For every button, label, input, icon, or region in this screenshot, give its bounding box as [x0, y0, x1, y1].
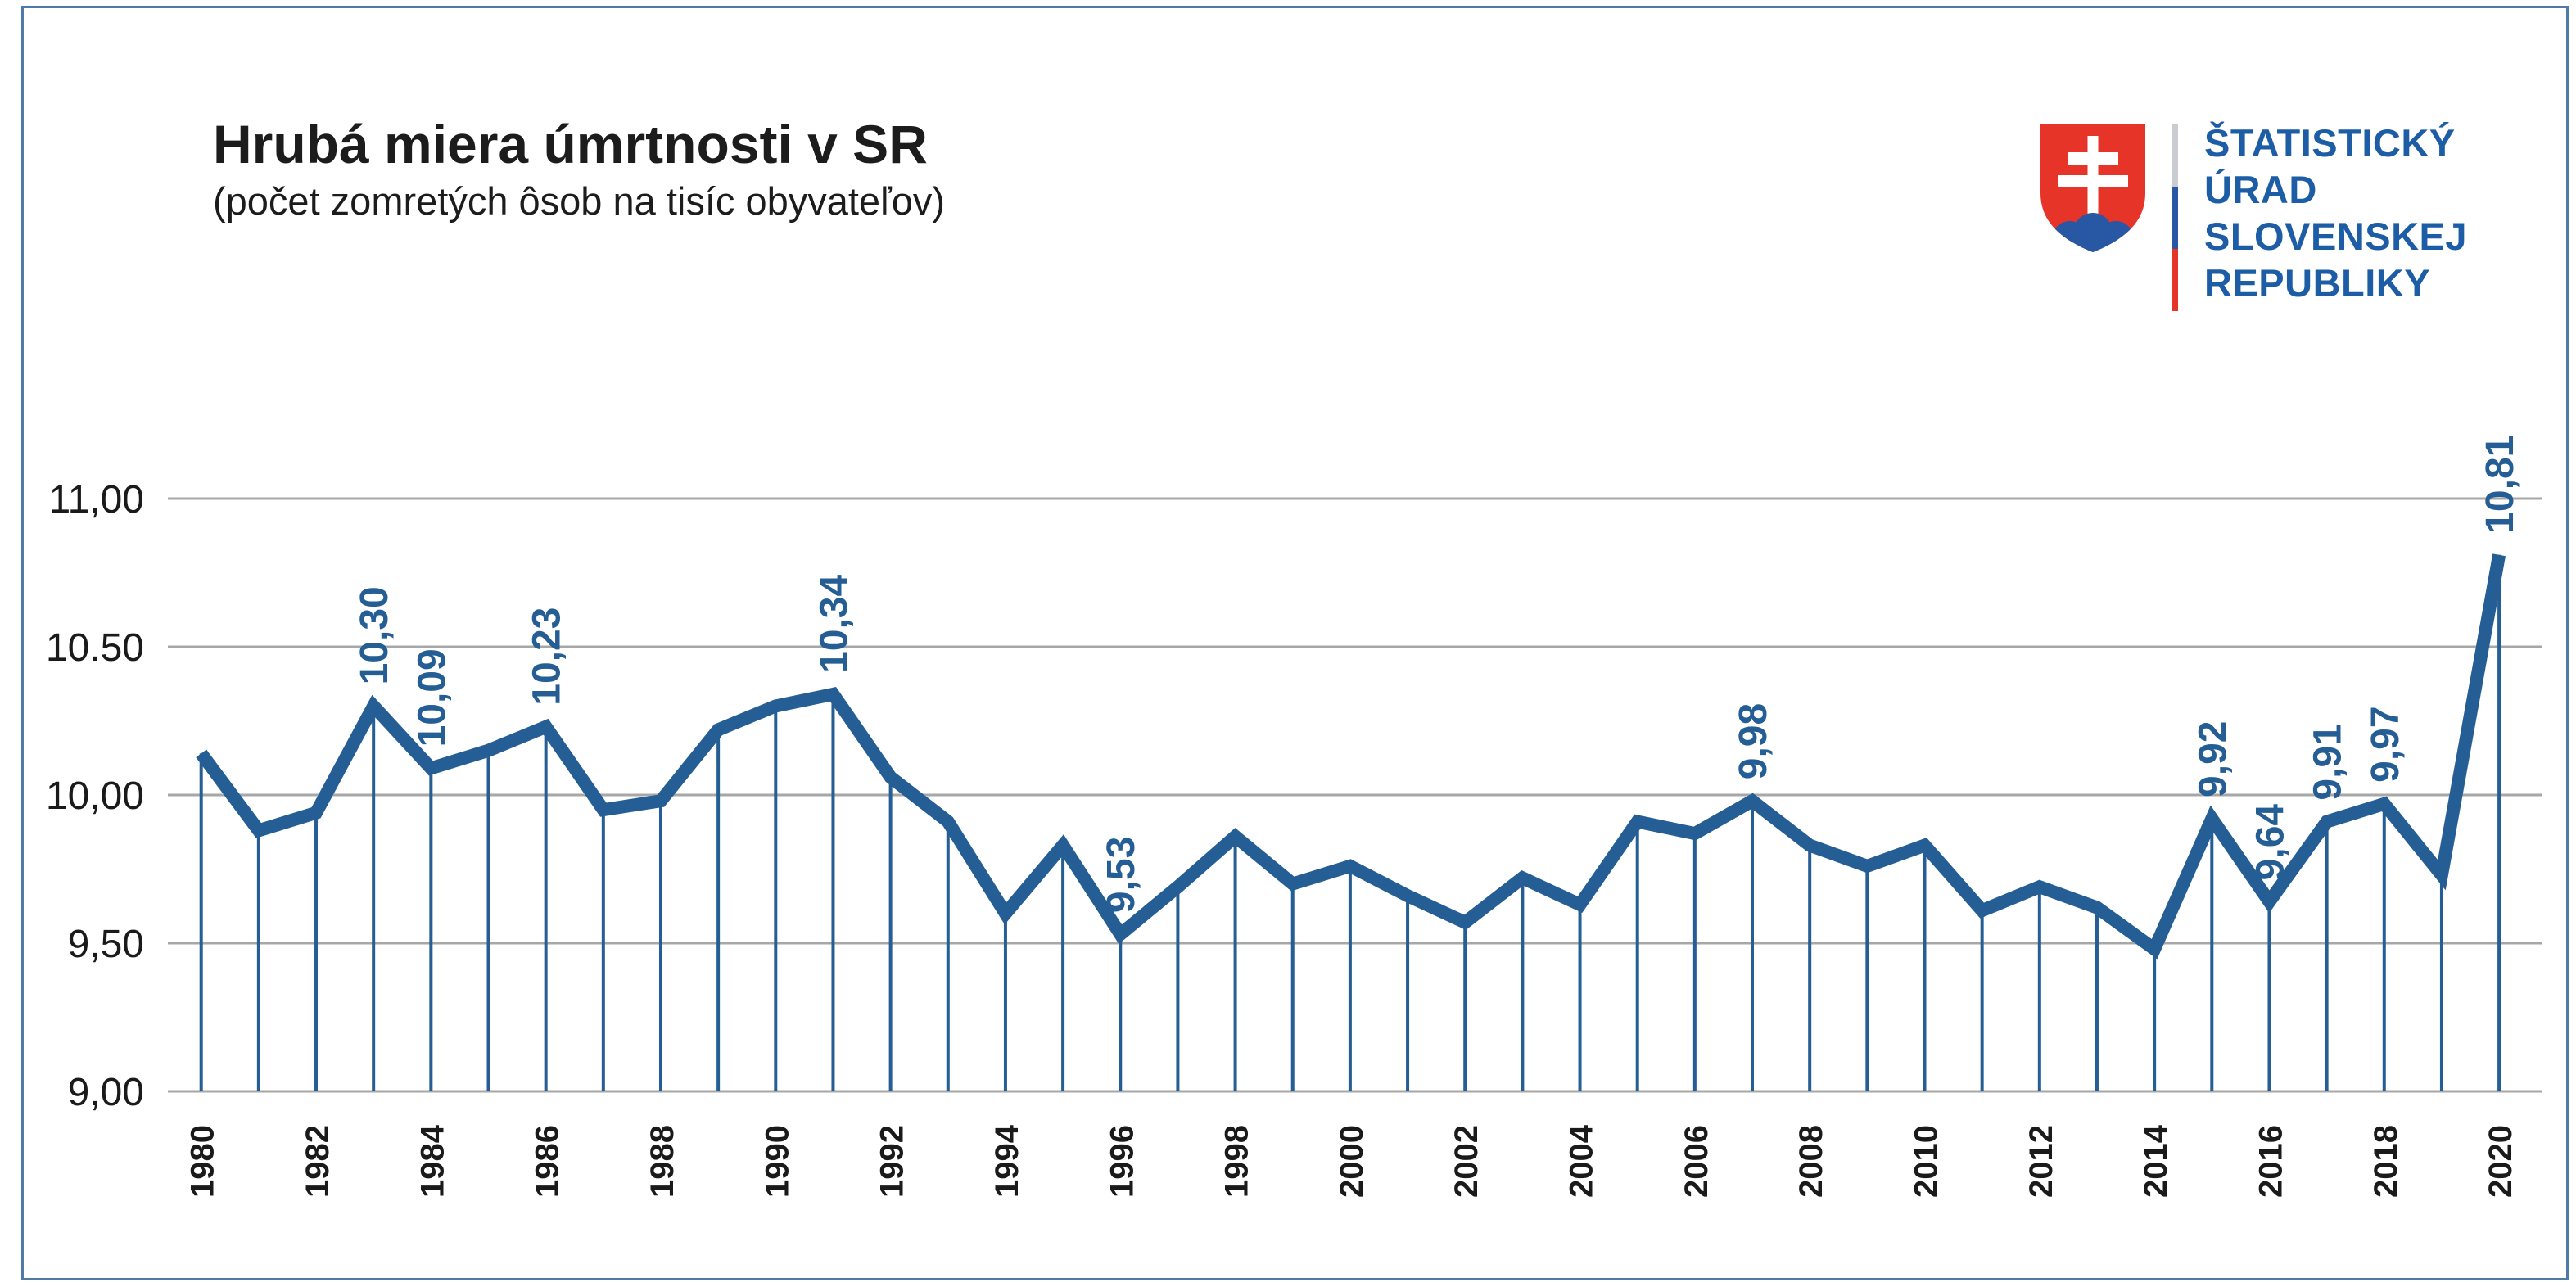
logo-divider-bar — [2172, 124, 2178, 311]
x-axis-label: 1998 — [1219, 1125, 1255, 1198]
logo-wordmark: ŠTATISTICKÝ ÚRAD SLOVENSKEJ REPUBLIKY — [2204, 120, 2467, 306]
divider-segment-blue — [2172, 187, 2178, 249]
x-axis-label: 1992 — [874, 1125, 911, 1198]
y-axis-label: 10.50 — [46, 626, 144, 670]
slovak-coat-of-arms-icon — [2040, 124, 2145, 252]
data-label: 10,34 — [812, 574, 856, 672]
x-axis-label: 1982 — [300, 1125, 336, 1198]
x-axis-label: 2018 — [2368, 1125, 2404, 1198]
x-axis-label: 2020 — [2483, 1125, 2519, 1198]
x-axis-label: 2002 — [1448, 1125, 1485, 1198]
logo-wordmark-line: REPUBLIKY — [2204, 261, 2431, 305]
x-axis-label: 2010 — [1909, 1125, 1945, 1198]
data-label: 10,09 — [410, 648, 454, 747]
data-label: 9,64 — [2248, 804, 2292, 881]
logo-wordmark-line: SLOVENSKEJ — [2204, 214, 2468, 258]
double-cross-icon — [2058, 136, 2128, 224]
data-label: 10,81 — [2479, 436, 2522, 534]
x-axis-label: 1980 — [185, 1125, 221, 1198]
y-axis-label: 11,00 — [48, 478, 144, 522]
x-axis-label: 1984 — [414, 1124, 450, 1198]
x-axis-label: 2006 — [1679, 1125, 1715, 1198]
data-label: 9,91 — [2307, 724, 2350, 800]
data-label: 9,53 — [1100, 837, 1143, 913]
chart-subtitle: (počet zomretých ôsob na tisíc obyvateľo… — [213, 179, 946, 223]
chart-title: Hrubá miera úmrtnosti v SR — [213, 114, 928, 174]
y-axis-label: 10,00 — [46, 774, 144, 818]
x-axis-label: 1986 — [530, 1125, 566, 1198]
data-label: 9,97 — [2364, 706, 2407, 782]
divider-segment-red — [2172, 249, 2178, 311]
x-axis-label: 2016 — [2253, 1125, 2289, 1198]
x-axis-label: 2008 — [1793, 1125, 1829, 1198]
x-axis-label: 2012 — [2023, 1125, 2059, 1198]
y-axis-label: 9,50 — [68, 923, 144, 966]
divider-segment-gray — [2172, 124, 2178, 187]
x-axis-label: 2004 — [1564, 1124, 1600, 1198]
data-label: 9,92 — [2191, 721, 2235, 797]
x-axis-label: 2000 — [1334, 1125, 1370, 1198]
y-axis-label: 9,00 — [68, 1071, 144, 1114]
data-label: 10,23 — [526, 607, 569, 706]
x-axis-label: 1988 — [644, 1125, 680, 1198]
statistical-office-logo: ŠTATISTICKÝ ÚRAD SLOVENSKEJ REPUBLIKY — [2040, 120, 2499, 319]
x-axis-label: 1996 — [1104, 1125, 1140, 1198]
logo-wordmark-line: ŠTATISTICKÝ — [2204, 121, 2456, 165]
data-label: 10,30 — [353, 586, 396, 684]
x-axis-label: 2014 — [2138, 1124, 2174, 1198]
data-line — [196, 553, 2506, 960]
data-label: 9,98 — [1732, 703, 1775, 779]
x-axis-label: 1990 — [759, 1125, 795, 1198]
x-axis-label: 1994 — [989, 1124, 1025, 1198]
logo-wordmark-line: ÚRAD — [2204, 168, 2317, 211]
